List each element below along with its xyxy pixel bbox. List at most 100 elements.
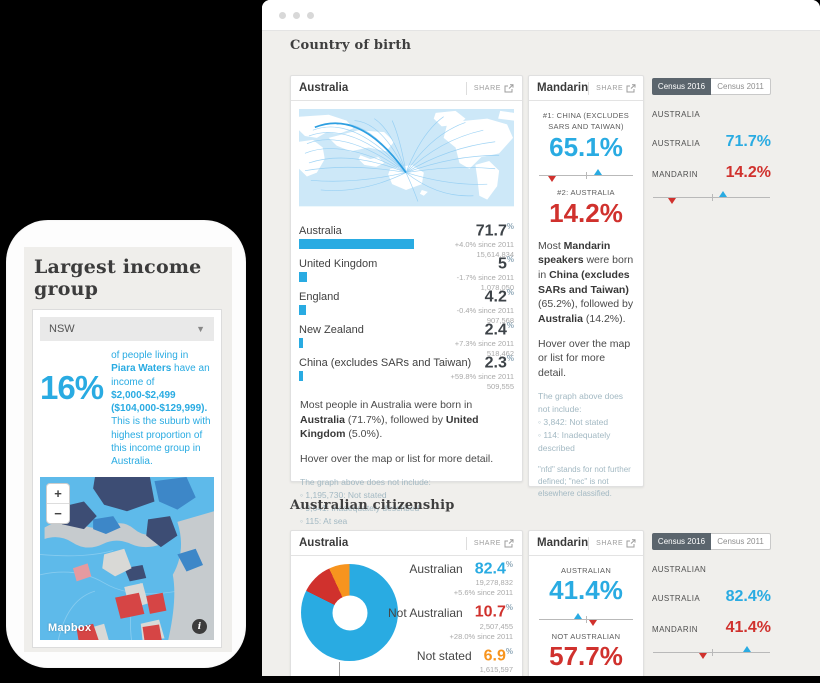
value: 5 <box>497 255 507 273</box>
citizenship-donut-chart[interactable] <box>301 564 398 661</box>
census-toggle: Census 2016 Census 2011 <box>652 78 771 95</box>
tab-census-2011[interactable]: Census 2011 <box>711 533 771 550</box>
exclusions-note: The graph above does not include: 1,195,… <box>291 476 522 529</box>
count: 907,568 <box>486 316 514 326</box>
world-map-graphic <box>299 109 514 215</box>
share-button[interactable]: SHARE <box>588 81 636 95</box>
compare-row: MANDARIN 41.4% <box>652 620 771 636</box>
region-select[interactable]: NSW ▼ <box>40 317 214 341</box>
card-cob-australia: Australia SHARE <box>290 75 523 559</box>
legend-label: Not Australian <box>388 605 463 620</box>
donut-callout-line <box>339 662 340 676</box>
comparison-slider <box>653 644 770 659</box>
comparison-slider <box>539 611 633 627</box>
stat1-label: AUSTRALIAN <box>560 566 612 575</box>
summary-text: Most people in Australia were born in Au… <box>300 399 479 441</box>
rank1-label: #1: CHINA (EXCLUDES SARS AND TAIWAN) <box>542 111 630 132</box>
count: 1,615,597 <box>479 664 513 674</box>
value-bar <box>299 371 303 381</box>
card-citizenship-mandarin: Mandarin SHARE AUSTRALIAN 41.4% <box>528 530 644 676</box>
change-since-2011: -0.4% since 2011 <box>456 306 514 316</box>
value-bar <box>299 338 303 348</box>
list-item[interactable]: New Zealand 2.4% +7.3% since 2011 518,46… <box>299 321 514 358</box>
card-citizenship-australia: Australia SHARE Australian <box>290 530 523 676</box>
comparison-slider <box>653 189 770 204</box>
list-item[interactable]: Australia 71.7% +4.0% since 2011 15,614,… <box>299 222 514 259</box>
row-value: 14.2% <box>725 164 771 181</box>
country-name: New Zealand <box>299 324 364 336</box>
card-cob-mandarin: Mandarin SHARE #1: CHINA (EXCLUDES SARS … <box>528 75 644 498</box>
percent-sign: % <box>506 255 514 264</box>
percent-sign: % <box>506 288 514 297</box>
suburb-choropleth-map[interactable]: + − Mapbox i <box>40 477 214 640</box>
comparison-slider <box>539 167 633 183</box>
change-since-2011: +4.0% since 2011 <box>454 240 514 250</box>
tab-census-2016[interactable]: Census 2016 <box>652 533 711 550</box>
row-label: MANDARIN <box>652 625 698 634</box>
legend-label: Australian <box>409 562 463 577</box>
stat1-value: 41.4% <box>549 575 623 606</box>
card-header: Mandarin SHARE <box>529 531 643 556</box>
income-stat: 16% of people living in Piara Waters hav… <box>40 349 214 469</box>
card-title: Australia <box>299 537 349 549</box>
country-name: England <box>299 291 340 303</box>
info-icon[interactable]: i <box>192 619 207 634</box>
percent-sign: % <box>506 222 514 231</box>
value-bar <box>299 239 414 249</box>
value: 2.3 <box>484 354 507 372</box>
percent-sign: % <box>505 646 513 656</box>
value-bar <box>299 272 307 282</box>
legend-row[interactable]: Australian 82.4% 19,278,832 +5.6% since … <box>385 560 513 598</box>
blue-marker-icon <box>719 191 728 197</box>
stat-description: of people living in Piara Waters have an… <box>111 350 211 468</box>
share-button[interactable]: SHARE <box>588 536 636 550</box>
row-value: 71.7% <box>725 133 771 150</box>
card-header: Australia SHARE <box>291 76 522 101</box>
footnote: "nfd" stands for not further defined; "n… <box>538 464 631 499</box>
card-title: Mandarin <box>537 82 589 94</box>
card-title: Mandarin <box>537 537 589 549</box>
legend-value: 82.4 <box>474 560 506 578</box>
window-content: Country of birth Australia SHARE <box>262 31 820 676</box>
world-migration-map[interactable] <box>299 109 514 215</box>
census-compare-panel-cob: Census 2016 Census 2011 AUSTRALIA AUSTRA… <box>652 78 771 209</box>
legend-row[interactable]: Not Australian 10.7% 2,507,455 +28.0% si… <box>385 604 513 641</box>
hover-hint: Hover over the map or list for more deta… <box>300 453 494 466</box>
row-value: 41.4% <box>725 619 771 636</box>
list-item[interactable]: China (excludes SARs and Taiwan) 2.3% +5… <box>299 354 514 391</box>
birthplace-list: Australia 71.7% +4.0% since 2011 15,614,… <box>291 222 522 391</box>
stat2-label: NOT AUSTRALIAN <box>551 632 621 642</box>
legend-value: 6.9 <box>483 647 506 665</box>
tab-census-2016[interactable]: Census 2016 <box>652 78 711 95</box>
share-icon <box>504 538 514 547</box>
summary-text: Most Mandarin speakers were born in Chin… <box>538 239 634 325</box>
red-marker-icon <box>667 198 676 204</box>
donut-legend: Australian 82.4% 19,278,832 +5.6% since … <box>385 560 513 676</box>
window-titlebar <box>262 0 820 31</box>
list-item[interactable]: United Kingdom 5% -1.7% since 2011 1,078… <box>299 255 514 292</box>
list-item[interactable]: England 4.2% -0.4% since 2011 907,568 <box>299 288 514 325</box>
share-label: SHARE <box>596 84 624 92</box>
blue-marker-icon <box>594 169 603 176</box>
share-icon <box>626 538 636 547</box>
share-label: SHARE <box>596 539 624 547</box>
value: 4.2 <box>484 288 507 306</box>
zoom-out-button[interactable]: − <box>47 503 69 523</box>
percent-sign: % <box>505 560 513 569</box>
tab-census-2011[interactable]: Census 2011 <box>711 78 771 95</box>
share-label: SHARE <box>473 539 501 547</box>
change-since-2011: +28.0% since 2011 <box>449 631 513 641</box>
share-button[interactable]: SHARE <box>465 536 514 550</box>
zoom-in-button[interactable]: + <box>54 486 62 501</box>
region-select-value: NSW <box>49 323 75 335</box>
legend-row[interactable]: Not stated 6.9% 1,615,597 +25.6% since 2… <box>385 646 513 676</box>
compare-row: AUSTRALIA 82.4% <box>652 589 771 605</box>
exclusions-note: The graph above does not include: 3,842:… <box>538 390 634 456</box>
section-heading-country-of-birth: Country of birth <box>290 38 412 53</box>
mapbox-attribution[interactable]: Mapbox <box>48 622 92 634</box>
share-button[interactable]: SHARE <box>465 81 514 95</box>
blue-marker-icon <box>742 646 751 652</box>
row-label: AUSTRALIA <box>652 594 701 603</box>
share-icon <box>626 83 636 92</box>
